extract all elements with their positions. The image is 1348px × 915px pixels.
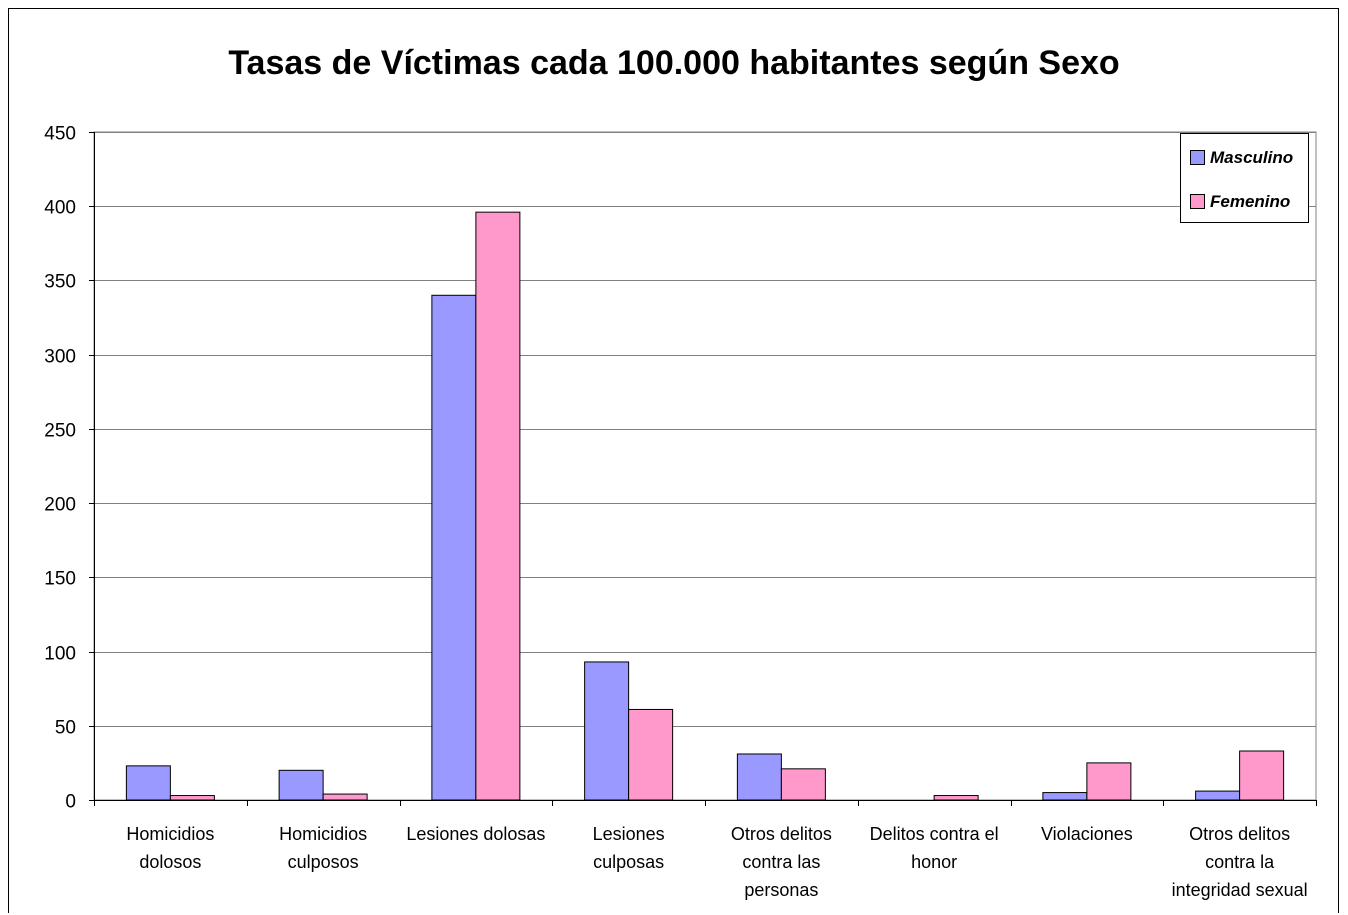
x-category-line: Violaciones [1041,824,1133,844]
bar-femenino-5 [933,795,979,801]
legend-label-masculino: Masculino [1210,148,1293,167]
plot-area [93,131,1317,801]
x-category-line: culposos [288,852,359,872]
x-category-line: Delitos contra el [870,824,999,844]
x-category-line: Otros delitos [731,824,832,844]
x-category-label: Delitos contra el honor [870,824,999,872]
axes [94,132,1317,806]
x-category-line: dolosos [139,852,201,872]
y-tick-label: 150 [44,569,76,590]
x-category-line: Homicidios [126,824,214,844]
x-category-label: Homicidios culposos [279,824,367,872]
bars [125,211,1285,801]
bar-masculino-0 [125,765,171,801]
gridlines [93,131,1317,801]
y-tick-label: 50 [55,718,76,739]
x-category-line: personas [744,880,818,900]
y-tick-label: 200 [44,495,76,516]
y-tick-label: 100 [44,644,76,665]
legend-swatch-femenino [1190,194,1205,209]
x-category-line: culposas [593,852,664,872]
x-category-label: Homicidios dolosos [126,824,214,872]
bar-masculino-1 [278,769,324,801]
y-tick-label: 0 [65,792,76,813]
y-tick-label: 450 [44,124,76,145]
bar-femenino-7 [1239,750,1285,801]
bar-masculino-6 [1042,792,1088,801]
y-axis-ticks: 0 50 100 150 200 250 300 350 400 450 [44,124,94,813]
x-category-line: Lesiones dolosas [406,824,545,844]
legend-label-femenino: Femenino [1210,192,1290,211]
x-category-line: Homicidios [279,824,367,844]
x-category-line: integridad sexual [1172,880,1308,900]
bar-femenino-3 [628,708,674,801]
bar-femenino-4 [780,768,826,801]
x-category-line: contra las [742,852,820,872]
bar-femenino-0 [169,795,215,801]
bar-femenino-1 [322,793,368,801]
y-tick-label: 350 [44,272,76,293]
legend: Masculino Femenino [1180,133,1309,223]
chart-title: Tasas de Víctimas cada 100.000 habitante… [228,44,1120,82]
x-category-line: contra la [1205,852,1275,872]
y-tick-label: 400 [44,198,76,219]
bar-masculino-3 [584,661,630,801]
legend-swatch-masculino [1190,150,1205,165]
x-category-label: Violaciones [1041,824,1133,844]
bar-femenino-6 [1086,762,1132,801]
bar-masculino-4 [736,753,782,801]
bar-masculino-2 [431,294,477,801]
bar-femenino-2 [475,211,521,801]
x-category-label: Lesiones culposas [593,824,665,872]
x-category-label: Otros delitos contra las personas [731,824,832,900]
x-category-line: honor [911,852,957,872]
x-category-line: Otros delitos [1189,824,1290,844]
y-tick-label: 300 [44,347,76,368]
bar-masculino-7 [1195,790,1241,801]
x-axis-categories: Homicidios dolosos Homicidios culposos Lesio… [126,824,1307,900]
x-category-label: Lesiones dolosas [406,824,545,844]
x-category-label: Otros delitos contra la integridad sexual [1172,824,1308,900]
y-tick-label: 250 [44,421,76,442]
x-category-line: Lesiones [593,824,665,844]
chart-frame [8,8,1339,913]
